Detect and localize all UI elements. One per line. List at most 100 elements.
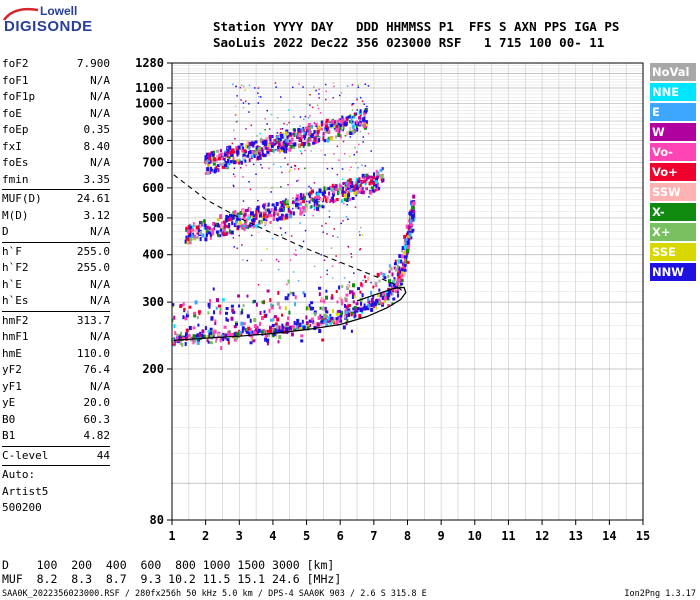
echo-point [197,310,201,314]
echo-point [325,222,327,225]
echo-point [317,204,320,208]
param-row-foes: foEs N/A [2,155,110,172]
echo-point [270,208,273,213]
echo-point [300,196,304,200]
echo-point [366,105,368,108]
echo-point [348,246,350,249]
echo-point [253,318,257,322]
y-tick-label: 700 [142,155,164,169]
echo-point [388,279,391,284]
echo-point [305,315,308,320]
echo-point [387,304,391,307]
echo-point [332,196,334,201]
echo-point [247,326,251,331]
echo-point [341,168,344,170]
echo-point [264,202,267,205]
echo-point [317,195,320,200]
echo-point [225,317,228,322]
echo-point [228,148,232,152]
param-row-fxi: fxI 8.40 [2,139,110,156]
echo-point [266,338,270,343]
x-tick-label: 15 [636,529,650,543]
echo-point [359,248,362,250]
echo-point [264,140,268,144]
echo-point [206,167,210,172]
echo-point [326,138,330,143]
echo-point [190,229,193,234]
echo-point [374,188,377,192]
echo-point [347,308,351,312]
echo-point [248,158,251,163]
echo-point [242,216,245,220]
echo-point [336,128,339,132]
echo-point [261,167,263,169]
echo-point [333,228,335,230]
echo-point [248,103,250,105]
echo-point [313,86,315,88]
echo-point [264,208,267,212]
echo-point [388,270,391,274]
param-name: fmin [2,172,29,186]
echo-point [314,312,317,317]
echo-point [347,191,350,195]
echo-point [262,203,266,207]
echo-point [363,116,366,121]
echo-point [248,145,251,150]
echo-point [321,306,325,311]
echo-point [272,142,276,147]
echo-point [359,109,362,114]
echo-point [256,155,260,160]
echo-point [231,150,235,154]
param-value: N/A [90,330,110,343]
echo-point [315,195,318,200]
echo-point [332,82,335,84]
echo-point [276,132,279,134]
echo-point [293,145,296,149]
echo-point [241,225,244,230]
echo-point [313,209,316,211]
echo-point [304,115,307,118]
echo-point [240,161,243,165]
echo-point [364,165,367,167]
echo-point [220,336,224,341]
echo-point [220,221,223,225]
echo-point [220,225,223,228]
echo-point [299,150,302,152]
echo-point [240,99,242,101]
echo-point [298,144,301,149]
echo-point [331,294,334,298]
echo-point [193,313,197,318]
echo-point [262,211,266,215]
echo-point [372,176,375,179]
echo-point [349,188,351,191]
echo-point [258,211,261,215]
echo-point [365,177,368,182]
legend-item-vo: Vo- [650,143,696,161]
echo-point [230,316,234,321]
echo-point [391,292,394,296]
echo-point [299,327,303,330]
echo-point [299,137,301,142]
echo-point [205,233,208,237]
echo-point [375,283,378,287]
echo-point [278,306,281,310]
echo-point [304,131,308,136]
echo-point [190,225,194,230]
echo-point [209,235,212,240]
echo-point [256,135,258,137]
echo-point [287,147,289,149]
echo-point [323,299,326,304]
echo-point [226,217,229,222]
echo-point [242,154,246,157]
echo-point [185,328,189,332]
echo-point [246,259,249,262]
echo-point [349,127,351,130]
echo-point [358,231,361,233]
echo-point [331,277,334,279]
echo-point [297,198,300,202]
echo-point [286,203,289,207]
echo-point [351,103,354,105]
echo-point [268,308,271,313]
echo-point [404,238,407,242]
echo-point [242,209,244,214]
